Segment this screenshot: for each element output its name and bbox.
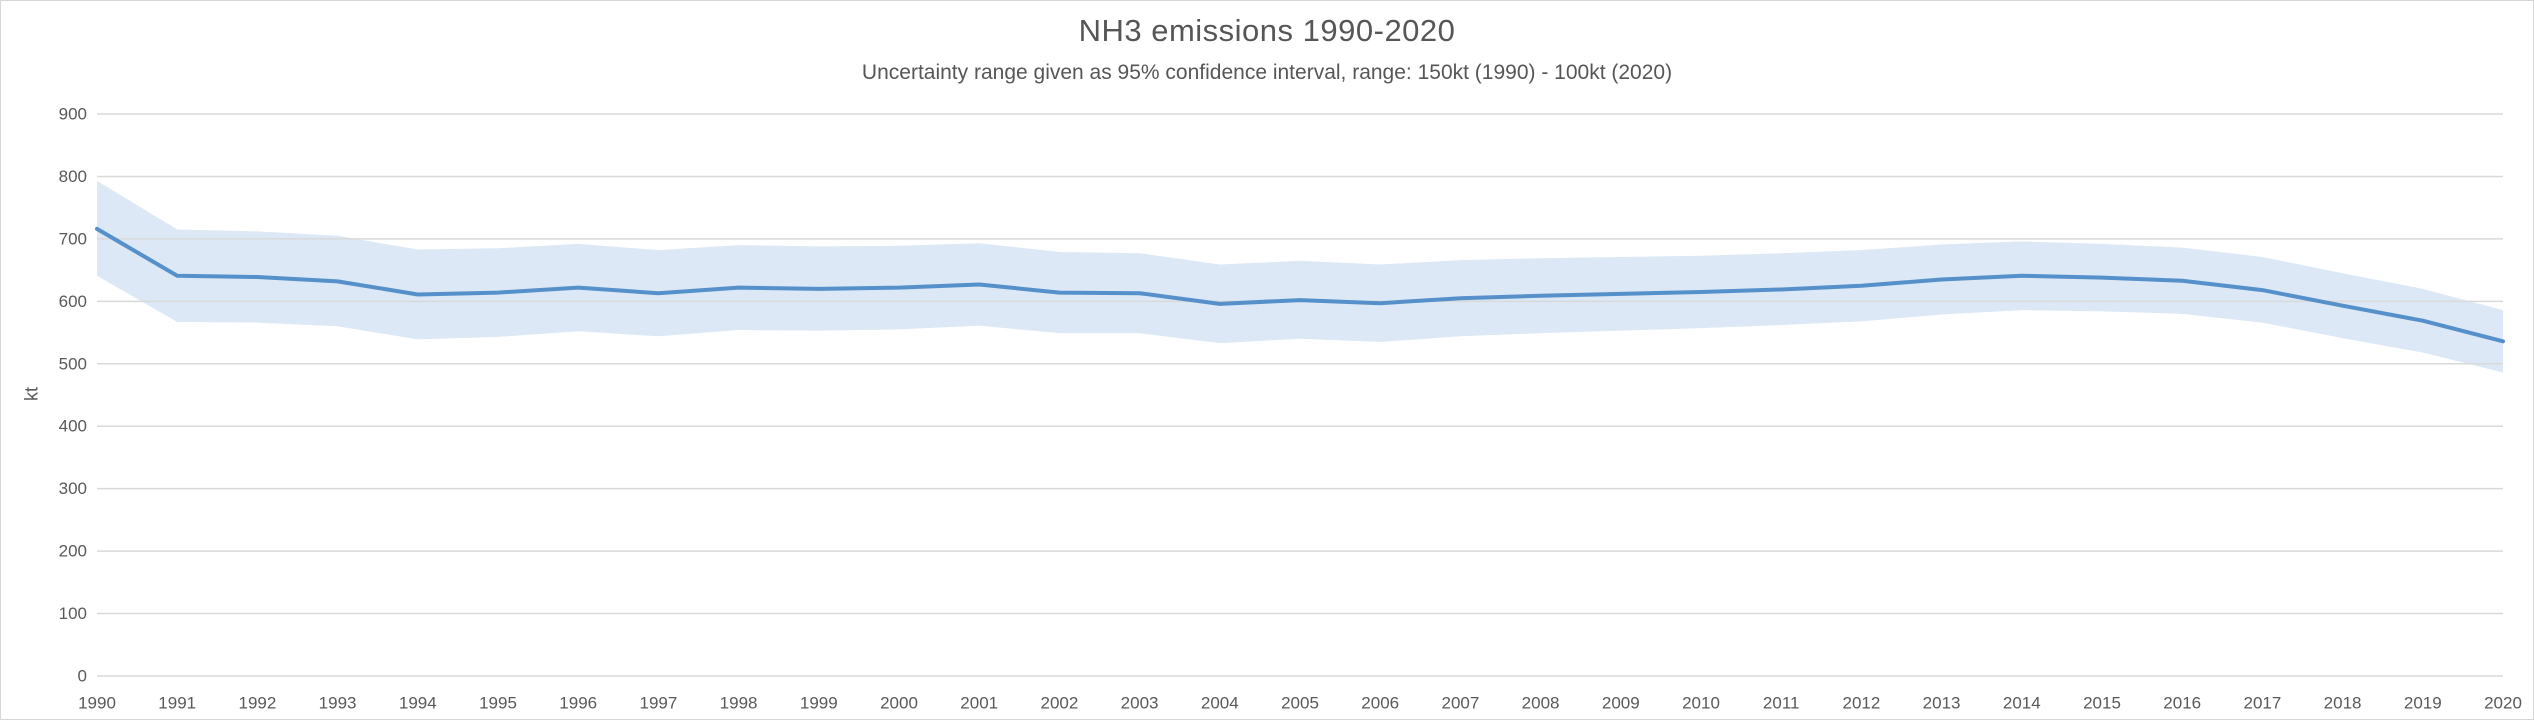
- x-tick-label: 2012: [1842, 693, 1880, 712]
- x-tick-label: 1998: [720, 693, 758, 712]
- y-tick-label: 500: [59, 354, 87, 373]
- y-tick-label: 900: [59, 104, 87, 123]
- x-tick-label: 1992: [238, 693, 276, 712]
- x-tick-label: 2001: [960, 693, 998, 712]
- x-tick-label: 1991: [158, 693, 196, 712]
- x-tick-label: 2011: [1763, 693, 1800, 712]
- y-tick-label: 0: [78, 666, 87, 685]
- x-tick-label: 2003: [1121, 693, 1159, 712]
- x-tick-label: 2002: [1040, 693, 1078, 712]
- emissions-line: [95, 226, 2505, 344]
- x-tick-label: 1996: [559, 693, 597, 712]
- x-tick-label: 2000: [880, 693, 918, 712]
- x-tick-label: 2013: [1923, 693, 1961, 712]
- x-tick-label: 2019: [2404, 693, 2442, 712]
- y-axis-title: kt: [21, 386, 42, 402]
- y-tick-label: 700: [59, 229, 87, 248]
- x-tick-label: 2017: [2243, 693, 2281, 712]
- y-tick-label: 200: [59, 542, 87, 561]
- x-tick-label: 2020: [2484, 693, 2522, 712]
- x-tick-label: 1995: [479, 693, 517, 712]
- x-tick-label: 1997: [639, 693, 677, 712]
- y-tick-label: 100: [59, 604, 87, 623]
- x-tick-label: 2009: [1602, 693, 1640, 712]
- x-tick-label: 2007: [1441, 693, 1479, 712]
- x-tick-label: 1990: [78, 693, 116, 712]
- chart-title: NH3 emissions 1990-2020: [1078, 13, 1456, 48]
- x-tick-label: 2010: [1682, 693, 1720, 712]
- y-tick-label: 400: [59, 417, 87, 436]
- x-tick-label: 2014: [2003, 693, 2041, 712]
- x-tick-label: 1994: [399, 693, 437, 712]
- x-tick-label: 2016: [2163, 693, 2201, 712]
- chart-subtitle: Uncertainty range given as 95% confidenc…: [861, 61, 1673, 84]
- confidence-band: [97, 180, 2503, 373]
- y-tick-label: 600: [59, 292, 87, 311]
- x-tick-label: 2004: [1201, 693, 1239, 712]
- y-tick-label: 800: [59, 167, 87, 186]
- x-tick-label: 2018: [2324, 693, 2362, 712]
- x-tick-label: 2006: [1361, 693, 1399, 712]
- x-tick-label: 2015: [2083, 693, 2121, 712]
- x-tick-label: 1993: [319, 693, 357, 712]
- x-tick-label: 2008: [1522, 693, 1560, 712]
- y-tick-label: 300: [59, 479, 87, 498]
- x-tick-label: 2005: [1281, 693, 1319, 712]
- x-tick-label: 1999: [800, 693, 838, 712]
